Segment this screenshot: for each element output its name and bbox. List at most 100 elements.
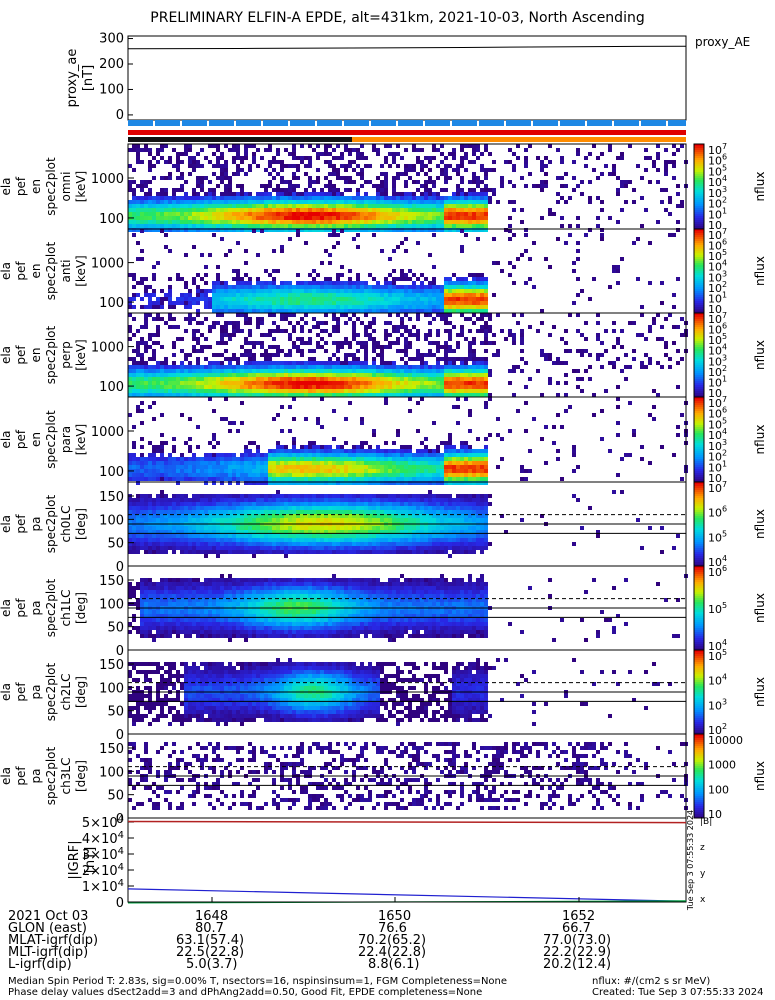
heatmap-cell [328,253,332,257]
heatmap-cell [476,281,480,285]
heatmap-cell [296,164,300,168]
heatmap-cell [156,212,160,216]
heatmap-cell [212,481,216,485]
heatmap-cell [272,477,276,481]
heatmap-cell [144,369,148,373]
colorbar-swatch [694,166,704,169]
heatmap-cell [300,445,304,449]
heatmap-cell [132,212,136,216]
heatmap-cell [168,365,172,369]
heatmap-cell [380,249,384,253]
heatmap-cell [404,180,408,184]
heatmap-cell [304,305,308,309]
heatmap-cell [188,224,192,228]
heatmap-cell [324,457,328,461]
heatmap-cell [344,148,348,152]
heatmap-cell [184,216,188,220]
heatmap-cell [400,477,404,481]
heatmap-cell [184,465,188,469]
heatmap-cell [228,377,232,381]
y-tick-label: 1000 [91,425,124,440]
heatmap-cell [524,361,528,365]
heatmap-cell [340,208,344,212]
heatmap-cell [400,228,404,232]
heatmap-cell [348,461,352,465]
heatmap-cell [292,453,296,457]
heatmap-cell [244,469,248,473]
heatmap-cell [368,196,372,200]
heatmap-cell [452,156,456,160]
heatmap-cell [208,204,212,208]
heatmap-cell [384,184,388,188]
colorbar-swatch [694,409,704,412]
heatmap-cell [188,220,192,224]
heatmap-cell [148,337,152,341]
heatmap-cell [260,208,264,212]
heatmap-cell [224,357,228,361]
heatmap-cell [152,224,156,228]
heatmap-cell [152,393,156,397]
heatmap-cell [456,212,460,216]
y-tick-label: 100 [99,82,124,97]
heatmap-cell [484,168,488,172]
heatmap-cell [600,228,604,232]
heatmap-cell [192,277,196,281]
heatmap-cell [288,337,292,341]
heatmap-cell [248,281,252,285]
heatmap-cell [388,465,392,469]
heatmap-cell [316,204,320,208]
heatmap-cell [248,341,252,345]
heatmap-cell [328,473,332,477]
heatmap-cell [356,369,360,373]
heatmap-cell [444,164,448,168]
heatmap-cell [468,180,472,184]
heatmap-cell [148,373,152,377]
heatmap-cell [140,409,144,413]
heatmap-cell [284,196,288,200]
heatmap-cell [160,220,164,224]
heatmap-cell [512,341,516,345]
heatmap-cell [264,477,268,481]
heatmap-cell [144,216,148,220]
heatmap-cell [284,457,288,461]
heatmap-cell [348,208,352,212]
heatmap-cell [280,297,284,301]
heatmap-cell [228,309,232,313]
heatmap-cell [388,305,392,309]
heatmap-cell [360,345,364,349]
heatmap-cell [296,393,300,397]
heatmap-cell [460,357,464,361]
heatmap-cell [248,465,252,469]
heatmap-cell [212,224,216,228]
heatmap-cell [452,196,456,200]
heatmap-cell [304,216,308,220]
heatmap-cells [128,229,680,313]
heatmap-cell [300,325,304,329]
heatmap-cell [140,184,144,188]
heatmap-cell [208,329,212,333]
heatmap-cell [316,457,320,461]
heatmap-cell [172,196,176,200]
heatmap-cell [408,357,412,361]
heatmap-cell [140,445,144,449]
heatmap-cell [136,353,140,357]
heatmap-cell [600,341,604,345]
heatmap-cell [152,477,156,481]
heatmap-cell [328,385,332,389]
heatmap-cell [300,309,304,313]
heatmap-cell [376,184,380,188]
heatmap-cell [412,289,416,293]
heatmap-cell [272,453,276,457]
colorbar-swatch [694,208,704,211]
heatmap-cell [156,313,160,317]
heatmap-cell [316,369,320,373]
heatmap-cell [472,341,476,345]
heatmap-cell [272,469,276,473]
heatmap-cell [364,329,368,333]
heatmap-cell [280,168,284,172]
heatmap-cell [356,457,360,461]
heatmap-cell [404,168,408,172]
heatmap-cell [620,156,624,160]
heatmap-cell [208,301,212,305]
heatmap-cell [364,449,368,453]
